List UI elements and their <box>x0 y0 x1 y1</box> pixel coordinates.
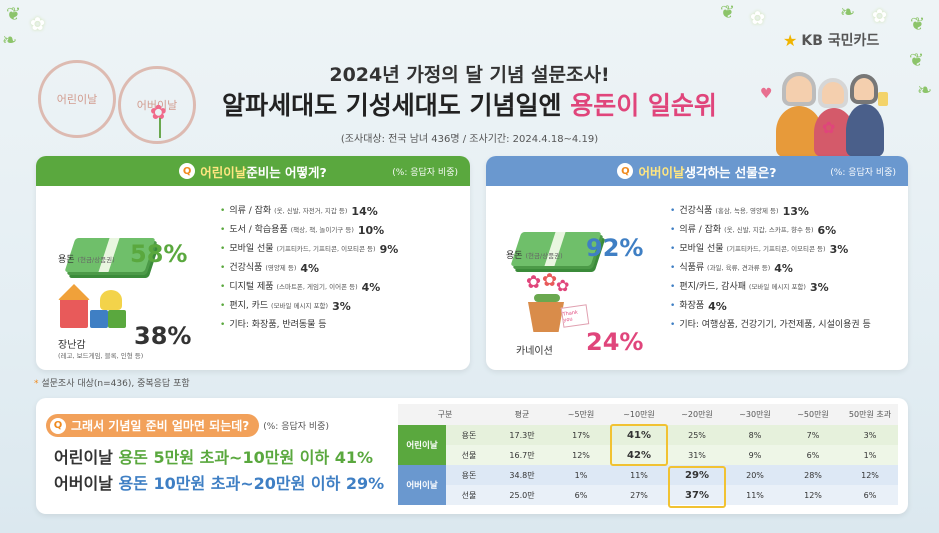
toy-sub-label: (레고, 보드게임, 블록, 인형 등) <box>58 352 144 360</box>
budget-table-wrap: 구분 평균 ~5만원 ~10만원 ~20만원 ~30만원 ~50만원 50만원 … <box>398 404 898 508</box>
toy-label: 장난감 <box>58 340 86 351</box>
table-row: 어버이날 용돈 34.8만 1% 11% 29% 20% 28% 12% <box>398 465 898 505</box>
table-row: 선물 16.7만 12% 42% 31% 9% 6% 1% <box>398 445 898 465</box>
percent-note: (%: 응답자 비중) <box>263 422 329 432</box>
childrens-day-panel: Q 어린이날 준비는 어떻게? (%: 응답자 비중) 용돈 (현금/상품권) … <box>36 156 470 370</box>
childrens-day-question-highlight: 어린이날 <box>200 164 247 180</box>
list-item: • 모바일 선물 (기프티카드, 기프티콘, 이모티콘 등) 3% <box>670 243 849 256</box>
list-item: • 식품류 (과일, 육류, 견과류 등) 4% <box>670 262 793 275</box>
parents-day-panel: Q 어버이날 생각하는 선물은? (%: 응답자 비중) 용돈 (현금/상품권)… <box>486 156 908 370</box>
list-item: • 디지털 제품 (스마트폰, 게임기, 이어폰 등) 4% <box>220 281 381 294</box>
thank-you-card: Thank you <box>560 304 590 328</box>
grandparents-illustration: ♥ ✿ <box>760 62 900 157</box>
parents-day-question-highlight: 어버이날 <box>638 164 685 180</box>
list-item: • 의류 / 잡화 (옷, 신발, 자전거, 지갑 등) 14% <box>220 205 378 218</box>
flower-decoration-top-right: ❦ ✿ ❧ ✿ ❦ <box>720 2 926 35</box>
q-badge-icon: Q <box>617 163 634 179</box>
list-item: • 도서 / 학습용품 (책상, 책, 놀이기구 등) 10% <box>220 224 385 237</box>
list-item: • 건강식품 (홍삼, 녹용, 영양제 등) 13% <box>670 205 809 218</box>
footnote: * 설문조사 대상(n=436), 중복응답 포함 <box>34 379 190 389</box>
percent-note: (%: 응답자 비중) <box>392 167 458 178</box>
carnation-illustration: ✿ <box>148 100 178 140</box>
pocket-money-label: 용돈 (현금/상품권) <box>506 251 563 261</box>
list-item: • 모바일 선물 (기프티카드, 기프티콘, 이모티콘 등) 9% <box>220 243 399 256</box>
carnation-pot-icon: ✿ ✿ ✿ Thank you <box>516 270 590 338</box>
list-item: • 기타: 화장품, 반려동물 등 <box>220 320 327 330</box>
list-item: • 편지/카드, 감사패 (모바일 메시지 포함) 3% <box>670 281 829 294</box>
table-row: 선물 25.0만 6% 27% 37% 11% 12% 6% <box>398 485 898 505</box>
pocket-money-label: 용돈 (현금/상품권) <box>58 255 115 265</box>
table-row: 어린이날 용돈 17.3만 17% 41% 25% 8% 7% 3% <box>398 425 898 465</box>
list-item: • 기타: 여행상품, 건강기기, 가전제품, 시설이용권 등 <box>670 320 871 330</box>
result-childrens-day: 어린이날 용돈 5만원 초과~10만원 이하 41% <box>54 448 374 467</box>
toy-percent: 38% <box>134 322 192 350</box>
table-header-row: 구분 평균 ~5만원 ~10만원 ~20만원 ~30만원 ~50만원 50만원 … <box>398 404 898 425</box>
budget-question: Q 그래서 기념일 준비 얼마면 되는데? (%: 응답자 비중) <box>46 414 329 437</box>
carnation-label: 카네이션 <box>516 346 553 357</box>
toy-blocks-icon <box>58 280 128 332</box>
budget-question-pill: Q 그래서 기념일 준비 얼마면 되는데? <box>46 414 260 437</box>
title-line1: 2024년 가정의 달 기념 설문조사! <box>329 64 610 86</box>
leaf-decoration-top-left: ❦ ✿ ❧ <box>2 4 46 51</box>
result-parents-day: 어버이날 용돈 10만원 초과~20만원 이하 29% <box>54 474 385 493</box>
carnation-percent: 24% <box>586 328 644 356</box>
childrens-day-header: Q 어린이날 준비는 어떻게? (%: 응답자 비중) <box>36 156 470 186</box>
q-badge-icon: Q <box>179 163 196 179</box>
budget-table: 구분 평균 ~5만원 ~10만원 ~20만원 ~30만원 ~50만원 50만원 … <box>398 404 898 505</box>
list-item: • 편지, 카드 (모바일 메시지 포함) 3% <box>220 300 351 313</box>
pocket-money-percent: 92% <box>586 234 644 262</box>
q-badge-icon: Q <box>50 417 66 434</box>
survey-info: (조사대상: 전국 남녀 436명 / 조사기간: 2024.4.18~4.19… <box>340 134 599 145</box>
main-title-highlight: 용돈이 일순위 <box>570 91 717 120</box>
percent-note: (%: 응답자 비중) <box>830 167 896 178</box>
parents-day-list: • 건강식품 (홍삼, 녹용, 영양제 등) 13% • 의류 / 잡화 (옷, 신발… <box>670 202 871 335</box>
postmark-stamp-right: 어버이날 <box>118 66 196 144</box>
childrens-day-list: • 의류 / 잡화 (옷, 신발, 자전거, 지갑 등) 14% • 도서 / 학습용… <box>220 202 398 335</box>
kb-star-icon: ★ <box>783 30 798 50</box>
childrens-day-question: 준비는 어떻게? <box>246 164 327 180</box>
parents-day-question: 생각하는 선물은? <box>684 164 777 180</box>
list-item: • 화장품 4% <box>670 300 727 313</box>
parents-day-header: Q 어버이날 생각하는 선물은? (%: 응답자 비중) <box>486 156 908 186</box>
leaf-decoration-right: ❦ ❧ <box>909 50 933 101</box>
kb-kookmin-card-logo: ★ KB 국민카드 <box>783 30 879 50</box>
brand-name: KB 국민카드 <box>801 33 880 49</box>
list-item: • 건강식품 (영양제 등) 4% <box>220 262 320 275</box>
main-title: 알파세대도 기성세대도 기념일엔 용돈이 일순위 <box>222 91 717 120</box>
postmark-stamp-left: 어린이날 <box>38 60 116 138</box>
pocket-money-percent: 58% <box>130 240 188 268</box>
list-item: • 의류 / 잡화 (옷, 신발, 지갑, 스카프, 향수 등) 6% <box>670 224 837 237</box>
